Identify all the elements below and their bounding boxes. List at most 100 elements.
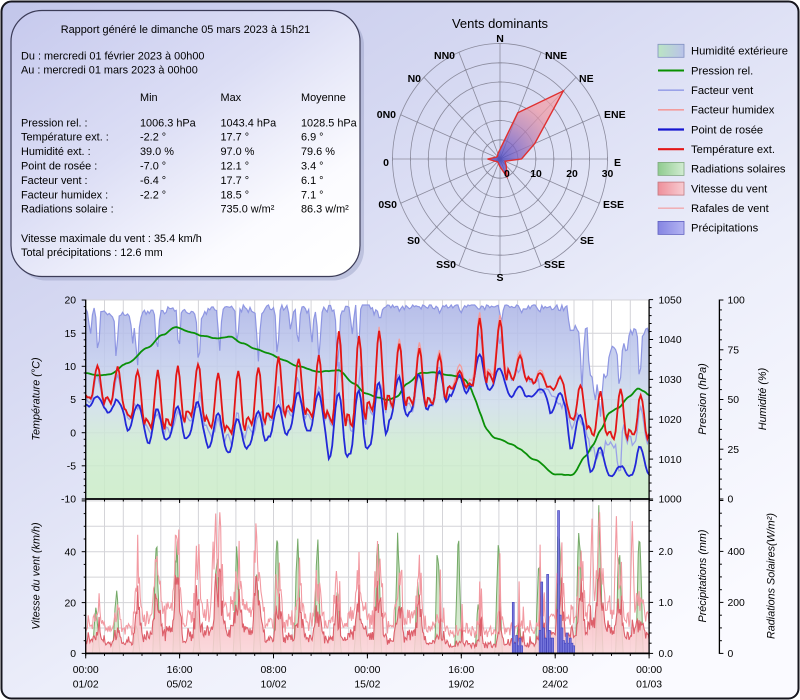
svg-text:10/02: 10/02: [260, 679, 286, 690]
svg-text:Pression (hPa): Pression (hPa): [697, 363, 709, 434]
svg-text:SSE: SSE: [544, 259, 565, 271]
svg-text:1030: 1030: [659, 375, 682, 386]
svg-text:16:00: 16:00: [167, 665, 193, 676]
svg-text:0: 0: [504, 169, 510, 180]
svg-text:Radiations solaire :: Radiations solaire :: [21, 204, 114, 216]
svg-text:17.7 °: 17.7 °: [221, 175, 250, 187]
svg-text:79.6 %: 79.6 %: [301, 146, 335, 158]
svg-text:Précipitations: Précipitations: [691, 223, 759, 235]
svg-text:10: 10: [530, 169, 542, 180]
svg-text:20: 20: [566, 169, 578, 180]
svg-text:1000: 1000: [659, 495, 682, 506]
svg-text:200: 200: [728, 598, 746, 609]
svg-text:19/02: 19/02: [448, 679, 474, 690]
svg-text:0: 0: [70, 428, 76, 439]
svg-text:1050: 1050: [659, 295, 682, 306]
svg-text:08:00: 08:00: [542, 665, 568, 676]
svg-text:1040: 1040: [659, 335, 682, 346]
svg-text:Humidité extérieure: Humidité extérieure: [691, 46, 788, 58]
svg-text:6.1 °: 6.1 °: [301, 175, 324, 187]
svg-text:Humidité ext. :: Humidité ext. :: [21, 146, 91, 158]
svg-text:16:00: 16:00: [448, 665, 474, 676]
svg-text:01/03: 01/03: [636, 679, 662, 690]
svg-text:E: E: [614, 157, 621, 169]
svg-text:0N0: 0N0: [377, 109, 396, 121]
svg-text:S0: S0: [407, 235, 420, 247]
svg-text:NNE: NNE: [545, 50, 567, 62]
svg-text:Radiations Solaires(W/m²): Radiations Solaires(W/m²): [766, 513, 778, 639]
svg-text:-10: -10: [61, 495, 76, 506]
svg-text:NE: NE: [579, 73, 594, 85]
svg-text:0: 0: [728, 649, 734, 660]
svg-text:Pression rel.: Pression rel.: [691, 65, 753, 77]
svg-text:1006.3 hPa: 1006.3 hPa: [140, 117, 197, 129]
svg-text:1010: 1010: [659, 455, 682, 466]
svg-text:0: 0: [728, 495, 734, 506]
svg-text:18.5 °: 18.5 °: [221, 189, 250, 201]
svg-text:0: 0: [383, 157, 389, 169]
svg-text:Total précipitations : 12.6 mm: Total précipitations : 12.6 mm: [21, 247, 163, 259]
svg-text:50: 50: [728, 395, 740, 406]
svg-text:00:00: 00:00: [354, 665, 380, 676]
svg-text:Pression rel. :: Pression rel. :: [21, 117, 88, 129]
svg-text:01/02: 01/02: [73, 679, 99, 690]
svg-text:24/02: 24/02: [542, 679, 568, 690]
svg-text:20: 20: [64, 598, 76, 609]
svg-text:ENE: ENE: [604, 109, 626, 121]
svg-text:Vitesse maximale du vent : 35.: Vitesse maximale du vent : 35.4 km/h: [21, 233, 202, 245]
svg-text:0S0: 0S0: [378, 199, 397, 211]
svg-text:Température ext. :: Température ext. :: [21, 132, 109, 144]
svg-text:Du : mercredi 01 février 2023: Du : mercredi 01 février 2023 à 00h00: [21, 51, 204, 63]
svg-text:S: S: [496, 272, 503, 284]
svg-text:-5: -5: [67, 462, 76, 473]
svg-text:00:00: 00:00: [73, 665, 99, 676]
svg-text:ESE: ESE: [603, 199, 624, 211]
svg-text:Point de rosée: Point de rosée: [691, 124, 763, 136]
svg-text:25: 25: [728, 445, 740, 456]
svg-text:20: 20: [64, 296, 76, 307]
svg-text:SE: SE: [580, 235, 594, 247]
svg-text:Radiations solaires: Radiations solaires: [691, 164, 786, 176]
svg-text:SS0: SS0: [436, 259, 456, 271]
svg-text:97.0 %: 97.0 %: [221, 146, 255, 158]
svg-text:00:00: 00:00: [636, 665, 662, 676]
svg-text:Min: Min: [140, 92, 158, 104]
svg-text:5: 5: [70, 395, 76, 406]
svg-text:-7.0 °: -7.0 °: [140, 161, 166, 173]
svg-text:Au : mercredi 01 mars 2023 à 0: Au : mercredi 01 mars 2023 à 00h00: [21, 65, 198, 77]
svg-text:2.0: 2.0: [659, 547, 674, 558]
svg-text:Vitesse du vent: Vitesse du vent: [691, 183, 768, 195]
svg-text:-2.2 °: -2.2 °: [140, 189, 166, 201]
svg-text:Température ext.: Température ext.: [691, 144, 775, 156]
svg-text:Rafales de vent: Rafales de vent: [691, 203, 770, 215]
svg-text:1043.4 hPa: 1043.4 hPa: [221, 117, 278, 129]
svg-text:Facteur vent: Facteur vent: [691, 85, 754, 97]
svg-text:N0: N0: [408, 73, 422, 85]
svg-text:Facteur humidex: Facteur humidex: [691, 105, 775, 117]
svg-text:Facteur humidex :: Facteur humidex :: [21, 189, 108, 201]
svg-text:735.0 w/m²: 735.0 w/m²: [221, 204, 275, 216]
svg-text:15/02: 15/02: [354, 679, 380, 690]
svg-text:Point de rosée :: Point de rosée :: [21, 161, 97, 173]
svg-text:39.0 %: 39.0 %: [140, 146, 174, 158]
svg-text:7.1 °: 7.1 °: [301, 189, 324, 201]
svg-text:0.0: 0.0: [659, 649, 674, 660]
svg-text:-6.4 °: -6.4 °: [140, 175, 166, 187]
svg-text:Vitesse du vent (km/h): Vitesse du vent (km/h): [31, 522, 43, 629]
svg-text:Rapport généré le dimanche 05: Rapport généré le dimanche 05 mars 2023 …: [61, 24, 310, 36]
svg-text:1020: 1020: [659, 415, 682, 426]
svg-text:Max: Max: [221, 92, 242, 104]
svg-text:Humidité (%): Humidité (%): [757, 368, 769, 430]
svg-text:Facteur vent :: Facteur vent :: [21, 175, 88, 187]
svg-text:Température (°C): Température (°C): [31, 357, 43, 440]
svg-text:6.9 °: 6.9 °: [301, 132, 324, 144]
svg-text:15: 15: [64, 329, 76, 340]
svg-text:08:00: 08:00: [260, 665, 286, 676]
svg-text:12.1 °: 12.1 °: [221, 161, 250, 173]
svg-text:0: 0: [70, 649, 76, 660]
svg-text:86.3 w/m²: 86.3 w/m²: [301, 204, 349, 216]
svg-text:-2.2 °: -2.2 °: [140, 132, 166, 144]
svg-text:17.7 °: 17.7 °: [221, 132, 250, 144]
svg-text:Vents dominants: Vents dominants: [452, 16, 549, 31]
svg-text:75: 75: [728, 345, 740, 356]
